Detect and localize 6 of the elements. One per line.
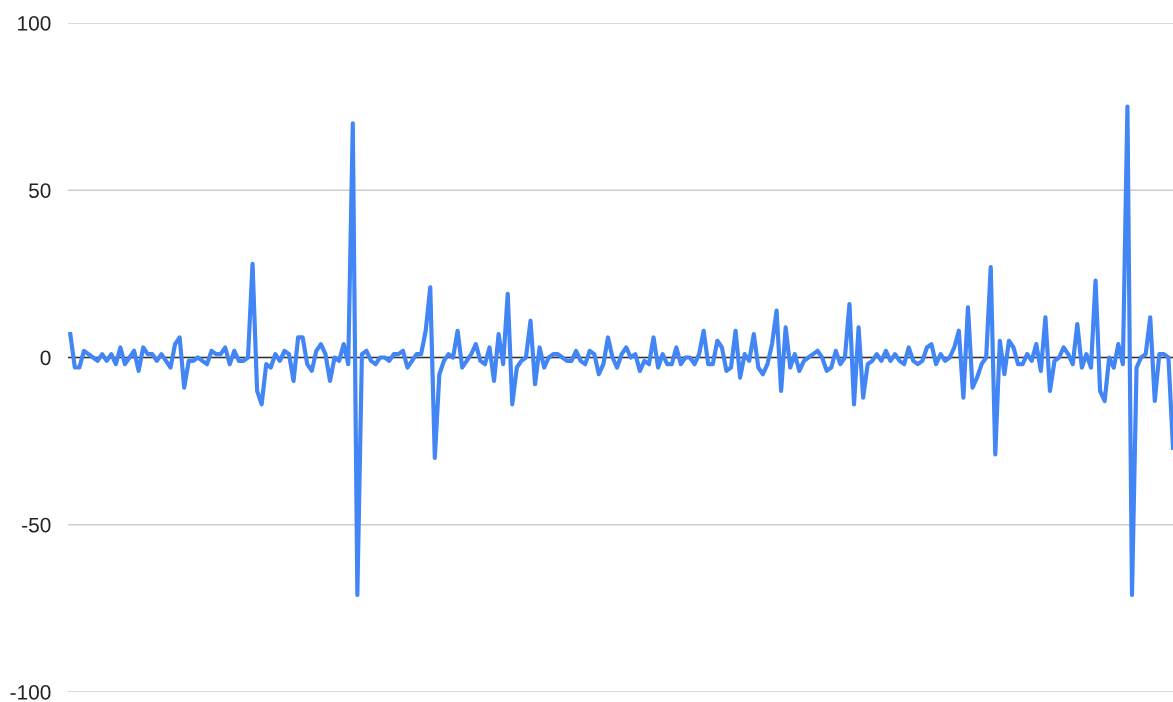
y-tick-label: 100 — [18, 16, 51, 31]
line-series — [68, 104, 1173, 598]
y-tick-label: 50 — [29, 183, 51, 198]
y-tick-label: -100 — [10, 685, 51, 700]
y-tick-label: -50 — [22, 517, 51, 533]
y-tick-label: 0 — [40, 350, 51, 366]
